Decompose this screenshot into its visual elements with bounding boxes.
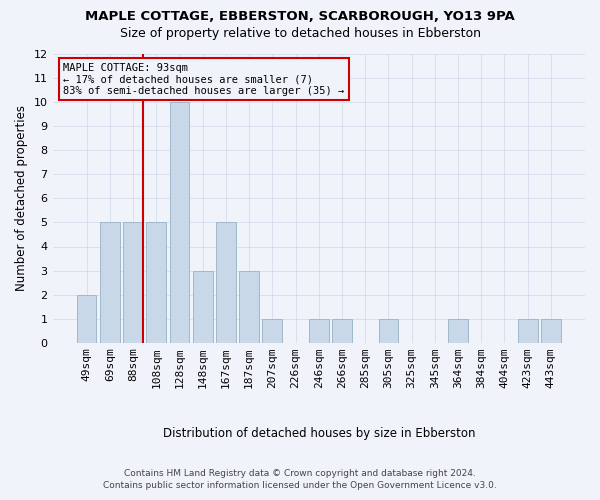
Bar — [448, 318, 468, 343]
Text: Size of property relative to detached houses in Ebberston: Size of property relative to detached ho… — [119, 28, 481, 40]
Bar — [100, 222, 119, 343]
Text: MAPLE COTTAGE: 93sqm
← 17% of detached houses are smaller (7)
83% of semi-detach: MAPLE COTTAGE: 93sqm ← 17% of detached h… — [63, 62, 344, 96]
Y-axis label: Number of detached properties: Number of detached properties — [15, 106, 28, 292]
Bar — [170, 102, 190, 343]
X-axis label: Distribution of detached houses by size in Ebberston: Distribution of detached houses by size … — [163, 427, 475, 440]
Bar — [518, 318, 538, 343]
Bar — [262, 318, 282, 343]
Bar — [193, 270, 212, 343]
Bar — [379, 318, 398, 343]
Bar — [216, 222, 236, 343]
Text: MAPLE COTTAGE, EBBERSTON, SCARBOROUGH, YO13 9PA: MAPLE COTTAGE, EBBERSTON, SCARBOROUGH, Y… — [85, 10, 515, 23]
Bar — [541, 318, 561, 343]
Bar — [309, 318, 329, 343]
Bar — [123, 222, 143, 343]
Text: Contains HM Land Registry data © Crown copyright and database right 2024.
Contai: Contains HM Land Registry data © Crown c… — [103, 468, 497, 490]
Bar — [239, 270, 259, 343]
Bar — [77, 294, 97, 343]
Bar — [332, 318, 352, 343]
Bar — [146, 222, 166, 343]
